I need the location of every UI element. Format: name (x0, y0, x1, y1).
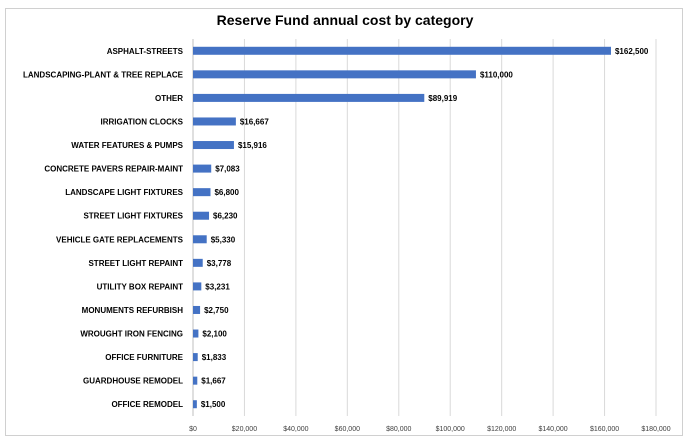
chart-area (5, 8, 683, 436)
bar (193, 282, 202, 291)
category-label: OTHER (155, 94, 183, 103)
chart-title: Reserve Fund annual cost by category (216, 12, 474, 28)
data-label: $2,750 (204, 306, 229, 315)
bar (193, 329, 199, 338)
bars (193, 46, 611, 409)
data-label: $89,919 (428, 94, 457, 103)
category-label: STREET LIGHT FIXTURES (83, 212, 183, 221)
data-label: $15,916 (238, 141, 267, 150)
category-label: WATER FEATURES & PUMPS (71, 141, 183, 150)
category-label: WROUGHT IRON FENCING (80, 330, 183, 339)
x-tick-label: $160,000 (590, 426, 619, 433)
category-label: LANDSCAPING-PLANT & TREE REPLACE (23, 70, 184, 79)
bar (193, 93, 425, 102)
bar (193, 70, 476, 79)
bar (193, 353, 198, 362)
data-label: $2,100 (202, 330, 227, 339)
bar (193, 141, 234, 150)
data-label: $1,500 (201, 400, 226, 409)
bar (193, 400, 197, 409)
bar (193, 211, 210, 220)
category-labels: ASPHALT-STREETS LANDSCAPING-PLANT & TREE … (23, 47, 184, 409)
category-label: IRRIGATION CLOCKS (100, 117, 183, 126)
category-label: STREET LIGHT REPAINT (88, 259, 183, 268)
x-tick-label: $180,000 (641, 426, 670, 433)
category-label: CONCRETE PAVERS REPAIR-MAINT (44, 165, 183, 174)
bar (193, 188, 211, 197)
data-label: $1,667 (201, 377, 226, 386)
data-label: $16,667 (240, 117, 269, 126)
bar (193, 164, 212, 173)
data-label: $5,330 (211, 235, 236, 244)
x-tick-label: $20,000 (232, 426, 257, 433)
category-label: GUARDHOUSE REMODEL (83, 377, 183, 386)
bar (193, 258, 203, 267)
data-label: $162,500 (615, 47, 649, 56)
x-axis-tick-labels: $0 $20,000 $40,000 $60,000 $80,000 $100,000 $1… (189, 426, 671, 433)
x-tick-label: $40,000 (283, 426, 308, 433)
category-label: LANDSCAPE LIGHT FIXTURES (65, 188, 183, 197)
x-tick-label: $140,000 (539, 426, 568, 433)
category-label: ASPHALT-STREETS (107, 47, 184, 56)
x-tick-label: $80,000 (386, 426, 411, 433)
bar (193, 305, 201, 314)
category-label: UTILITY BOX REPAINT (97, 282, 183, 291)
data-label: $7,083 (215, 165, 240, 174)
bar (193, 117, 236, 126)
data-label: $6,230 (213, 212, 238, 221)
data-label: $3,778 (207, 259, 232, 268)
category-label: OFFICE REMODEL (111, 400, 183, 409)
bar (193, 235, 207, 244)
category-label: MONUMENTS REFURBISH (82, 306, 184, 315)
bar (193, 46, 611, 55)
bar (193, 376, 198, 385)
x-tick-label: $0 (189, 426, 197, 433)
data-label: $110,000 (480, 70, 513, 79)
x-tick-label: $60,000 (335, 426, 360, 433)
data-label: $6,800 (214, 188, 239, 197)
x-tick-label: $100,000 (436, 426, 465, 433)
data-label: $1,833 (202, 353, 227, 362)
data-labels: $162,500 $110,000 $89,919 $16,667 $15,916 $7,… (201, 47, 649, 409)
x-tick-label: $120,000 (487, 426, 516, 433)
data-label: $3,231 (205, 282, 230, 291)
category-label: VEHICLE GATE REPLACEMENTS (56, 235, 184, 244)
category-label: OFFICE FURNITURE (105, 353, 183, 362)
